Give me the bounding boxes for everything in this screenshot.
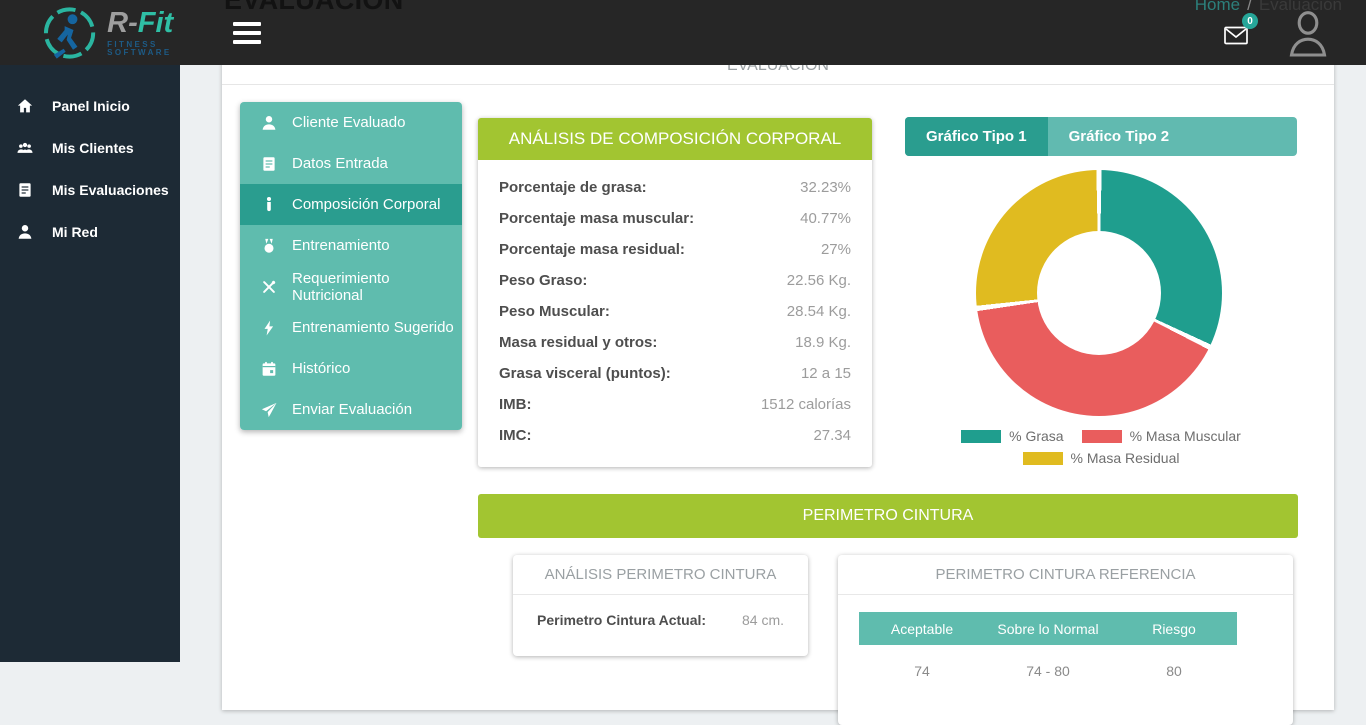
composition-panel: ANÁLISIS DE COMPOSICIÓN CORPORAL Porcent… [478,118,872,467]
eval-menu-item-entrenamiento[interactable]: Entrenamiento [240,225,462,266]
eval-menu-item-entrenamiento-sugerido[interactable]: Entrenamiento Sugerido [240,307,462,348]
brand-name-secondary: Fit [137,6,174,39]
eval-menu-label: Cliente Evaluado [292,114,406,131]
legend-swatch [961,429,1002,443]
legend-item-grasa[interactable]: % Grasa [961,428,1064,444]
sidebar-item-label: Mi Red [52,224,98,240]
col-aceptable: Aceptable [890,620,954,637]
perimetro-analisis-panel: ANÁLISIS PERIMETRO CINTURA Perimetro Cin… [513,555,808,656]
legend-swatch [1081,429,1122,443]
document-icon [19,183,31,197]
composition-panel-title: ANÁLISIS DE COMPOSICIÓN CORPORAL [478,118,872,160]
composition-row: IMB: 1512 calorías [499,396,851,413]
composition-row: Masa residual y otros: 18.9 Kg. [499,334,851,351]
sidebar: Panel Inicio Mis Clientes Mis Evaluacion… [0,65,180,662]
eval-menu-item-cliente-evaluado[interactable]: Cliente Evaluado [240,102,462,143]
composition-row: Peso Graso: 22.56 Kg. [499,272,851,289]
page-title: EVALUACIÓN [224,0,404,15]
evaluation-menu: Cliente Evaluado Datos Entrada Composici… [240,102,462,430]
sidebar-item-label: Panel Inicio [52,98,130,114]
referencia-table: Aceptable Sobre lo Normal Riesgo 74 74 -… [859,612,1237,679]
medal-icon [264,238,274,253]
legend-item-masa-residual[interactable]: % Masa Residual [1022,450,1180,466]
eval-menu-label: Composición Corporal [292,196,441,213]
person-icon [18,225,32,239]
eval-menu-label: Histórico [292,360,351,377]
user-avatar-button[interactable] [1286,8,1330,58]
breadcrumb: Home / Evaluación [1195,0,1342,15]
eval-menu-label: Enviar Evaluación [292,401,413,418]
tab-grafico-tipo-2[interactable]: Gráfico Tipo 2 [1068,128,1170,145]
user-icon [262,115,276,130]
composition-row: Porcentaje masa muscular: 40.77% [499,210,851,227]
sidebar-item-label: Mis Evaluaciones [52,182,169,198]
composition-row: Peso Muscular: 28.54 Kg. [499,303,851,320]
donut-chart [976,170,1222,416]
legend-label: % Grasa [1009,428,1064,444]
eval-menu-label: Requerimiento Nutricional [292,269,390,304]
calendar-icon [262,361,276,376]
referencia-table-row: 74 74 - 80 80 [914,663,1182,679]
eval-menu-label: Datos Entrada [292,155,388,172]
breadcrumb-separator: / [1247,0,1252,14]
utensils-icon [263,280,276,293]
app-logo[interactable]: R-Fit FITNESS SOFTWARE [0,0,225,65]
legend-item-masa-muscular[interactable]: % Masa Muscular [1081,428,1241,444]
tab-grafico-tipo-1[interactable]: Gráfico Tipo 1 [905,117,1048,156]
col-riesgo: Riesgo [1152,620,1196,637]
chart-legend: % Grasa % Masa Muscular % Masa Residual [905,425,1297,469]
eval-menu-item-enviar-evaluacion[interactable]: Enviar Evaluación [240,389,462,430]
user-silhouette-icon [1289,11,1327,57]
legend-label: % Masa Residual [1070,450,1180,466]
home-icon [17,99,33,113]
eval-menu-item-historico[interactable]: Histórico [240,348,462,389]
runner-logo-icon [43,6,96,59]
perimetro-actual-row: Perimetro Cintura Actual: 84 cm. [537,612,784,628]
users-icon [17,142,33,153]
send-icon [261,402,277,417]
composition-row: Grasa visceral (puntos): 12 a 15 [499,365,851,382]
top-header: R-Fit FITNESS SOFTWARE 0 [0,0,1366,65]
breadcrumb-home-link[interactable]: Home [1194,0,1241,14]
messages-button[interactable]: 0 [1224,13,1258,45]
messages-badge: 0 [1242,13,1258,29]
legend-swatch [1022,451,1063,465]
clipboard-icon [263,156,275,171]
eval-menu-label: Entrenamiento Sugerido [292,319,454,336]
brand-name-primary: R- [107,6,138,39]
composition-row: Porcentaje de grasa: 32.23% [499,179,851,196]
bolt-icon [264,320,274,335]
composition-row: Porcentaje masa residual: 27% [499,241,851,258]
perimetro-analisis-title: ANÁLISIS PERIMETRO CINTURA [513,555,808,595]
eval-menu-item-datos-entrada[interactable]: Datos Entrada [240,143,462,184]
sidebar-item-mi-red[interactable]: Mi Red [0,211,180,253]
eval-menu-item-requerimiento-nutricional[interactable]: Requerimiento Nutricional [240,266,462,307]
sidebar-item-mis-clientes[interactable]: Mis Clientes [0,127,180,169]
brand-subtitle: FITNESS SOFTWARE [107,39,172,57]
legend-label: % Masa Muscular [1129,428,1241,444]
breadcrumb-current: Evaluación [1258,0,1342,14]
col-sobre-lo-normal: Sobre lo Normal [997,620,1099,637]
perimetro-cintura-title: PERIMETRO CINTURA [478,494,1298,538]
body-icon [266,196,272,211]
composition-row: IMC: 27.34 [499,427,851,444]
sidebar-item-label: Mis Clientes [52,140,134,156]
envelope-icon [1224,26,1248,45]
perimetro-referencia-panel: PERIMETRO CINTURA REFERENCIA Aceptable S… [838,555,1293,725]
menu-toggle-button[interactable] [233,22,261,44]
eval-menu-label: Entrenamiento [292,237,390,254]
donut-hole [1037,231,1161,355]
sidebar-item-mis-evaluaciones[interactable]: Mis Evaluaciones [0,169,180,211]
sidebar-item-panel-inicio[interactable]: Panel Inicio [0,85,180,127]
perimetro-referencia-title: PERIMETRO CINTURA REFERENCIA [838,555,1293,595]
chart-tabs: Gráfico Tipo 1 Gráfico Tipo 2 [905,117,1297,156]
referencia-table-header: Aceptable Sobre lo Normal Riesgo [859,612,1237,645]
content-card: EVALUACIÓN Cliente Evaluado Datos Entrad… [222,50,1334,725]
eval-menu-item-composicion-corporal[interactable]: Composición Corporal [240,184,462,225]
